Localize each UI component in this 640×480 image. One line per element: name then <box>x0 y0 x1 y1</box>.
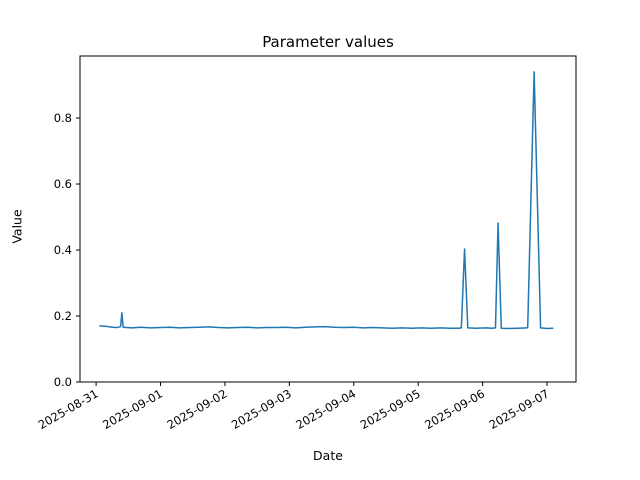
x-tick-label: 2025-09-03 <box>229 386 294 432</box>
x-axis-label: Date <box>313 448 343 463</box>
y-tick-label: 0.2 <box>54 309 72 323</box>
x-tick-label: 2025-09-04 <box>293 386 358 432</box>
y-tick-label: 0.0 <box>54 375 72 389</box>
y-tick-label: 0.4 <box>54 243 72 257</box>
x-tick-label: 2025-08-31 <box>36 386 101 432</box>
y-axis-label: Value <box>9 209 25 244</box>
series-line-parameter-value <box>99 71 554 330</box>
x-tick-label: 2025-09-01 <box>100 386 165 432</box>
x-tick-label: 2025-09-02 <box>165 386 230 432</box>
y-tick-label: 0.6 <box>54 177 72 191</box>
y-tick-label: 0.8 <box>54 111 72 125</box>
axes-frame <box>79 55 577 383</box>
x-tick-label: 2025-09-07 <box>487 386 552 432</box>
x-tick-label: 2025-09-05 <box>358 386 423 432</box>
x-tick-label: 2025-09-06 <box>422 386 487 432</box>
chart-title: Parameter values <box>262 33 394 51</box>
